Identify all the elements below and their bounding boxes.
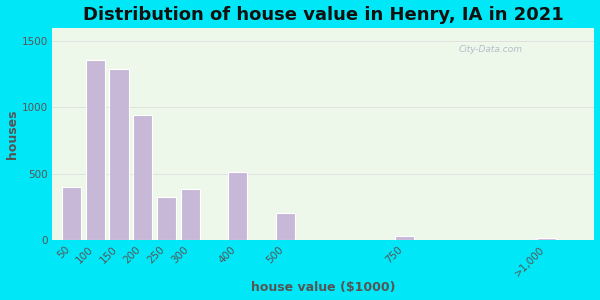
Bar <box>86 60 105 240</box>
X-axis label: house value ($1000): house value ($1000) <box>251 281 395 294</box>
Bar <box>109 69 128 240</box>
Bar <box>276 213 295 240</box>
Bar <box>229 172 247 240</box>
Bar <box>538 238 556 240</box>
Bar <box>133 115 152 240</box>
Text: City-Data.com: City-Data.com <box>459 45 523 54</box>
Title: Distribution of house value in Henry, IA in 2021: Distribution of house value in Henry, IA… <box>83 6 564 24</box>
Bar <box>157 197 176 240</box>
Bar <box>181 189 200 240</box>
Bar <box>62 187 81 240</box>
Bar <box>395 236 414 240</box>
Y-axis label: houses: houses <box>5 109 19 158</box>
